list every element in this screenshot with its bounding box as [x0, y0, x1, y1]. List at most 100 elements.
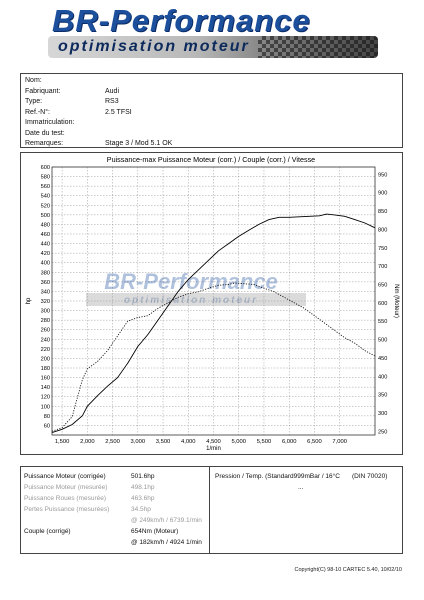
x-tick-label: 2,500: [105, 439, 120, 445]
y2-tick-label: 700: [378, 264, 387, 270]
y-tick-label: 560: [41, 184, 50, 190]
y-tick-label: 320: [41, 299, 50, 305]
y-tick-label: 340: [41, 289, 50, 295]
row-label: Remarques:: [25, 140, 64, 147]
power-curve: [51, 213, 376, 434]
chart-title: Puissance-max Puissance Moteur (corr.) /…: [107, 155, 315, 164]
y-tick-label: 240: [41, 337, 50, 343]
y-tick-label: 460: [41, 232, 50, 238]
x-axis-label: 1/min: [206, 446, 221, 452]
y-tick-label: 220: [41, 347, 50, 353]
logo-strip: [48, 36, 378, 58]
y-tick-label: 280: [41, 318, 50, 324]
x-tick-label: 4,500: [206, 439, 221, 445]
y2-tick-label: 900: [378, 191, 387, 197]
y-tick-label: 160: [41, 376, 50, 382]
y2-tick-label: 350: [378, 393, 387, 399]
watermark: BR-Performance optimisation moteur: [86, 269, 306, 306]
y2-tick-label: 750: [378, 246, 387, 252]
row-value: RS3: [105, 98, 119, 105]
y-tick-label: 360: [41, 280, 50, 286]
x-tick-label: 5,500: [257, 439, 272, 445]
y2-tick-label: 800: [378, 227, 387, 233]
results-divider: [209, 467, 210, 553]
row-label: Ref.-N°:: [25, 108, 50, 116]
power-measured-label: Puissance Moteur (mesurée): [24, 484, 108, 491]
row-value: Stage 3 / Mod 5.1 OK: [105, 140, 173, 147]
y-tick-label: 580: [41, 175, 50, 181]
pressure-label: Pression / Temp. (Standard999mBar / 16°C: [215, 473, 340, 480]
row-value: 2.5 TFSI: [105, 108, 132, 116]
power-measured-value: 498.1hp: [131, 484, 155, 491]
x-tick-label: 5,000: [231, 439, 246, 445]
tick-labels: 1,500 2,000 2,500 3,000 3,500 4,000 4,500 5,000…: [41, 165, 388, 445]
torque-label: Couple (corrigé): [24, 528, 71, 535]
torque-at-rpm: @ 182km/h / 4924 1/min: [131, 539, 202, 546]
y-tick-label: 260: [41, 328, 50, 334]
row-label: Type:: [25, 98, 43, 105]
x-tick-label: 7,000: [332, 439, 347, 445]
torque-value: 654Nm (Moteur): [131, 528, 179, 535]
y-tick-label: 600: [41, 165, 50, 171]
y-tick-label: 100: [41, 404, 50, 410]
x-tick-label: 6,500: [307, 439, 322, 445]
y-tick-label: 420: [41, 251, 50, 257]
loss-value: 34.5hp: [131, 506, 151, 513]
row-label: Nom:: [25, 77, 42, 84]
y2-tick-label: 550: [378, 319, 387, 325]
x-tick-label: 2,000: [80, 439, 95, 445]
y2-tick-label: 600: [378, 301, 387, 307]
y2-tick-label: 400: [378, 374, 387, 380]
y2-tick-label: 450: [378, 356, 387, 362]
loss-label: Pertes Puissance (mesurées): [24, 506, 110, 513]
x-tick-label: 3,500: [156, 439, 171, 445]
y-tick-label: 440: [41, 242, 50, 248]
row-label: Fabriquant:: [25, 87, 61, 95]
x-tick-label: 1,500: [55, 439, 70, 445]
y2-tick-label: 300: [378, 411, 387, 417]
grid: [52, 166, 375, 435]
results-panel: Puissance Moteur (corrigée) 501.6hp Puis…: [20, 466, 403, 554]
watermark-brand: BR-Performance: [104, 269, 278, 294]
power-corrected-label: Puissance Moteur (corrigée): [24, 473, 106, 480]
y-tick-label: 300: [41, 309, 50, 315]
y-tick-label: 200: [41, 356, 50, 362]
y2-tick-label: 850: [378, 209, 387, 215]
wheel-power-label: Puissance Roues (mesurée): [24, 495, 107, 502]
wheel-power-value: 463.6hp: [131, 495, 155, 502]
y-tick-label: 400: [41, 261, 50, 267]
logo-brand-text: BR-Performance: [52, 3, 311, 38]
copyright: Copyright(C) 98-10 CARTEC 5.40, 10/02/10: [294, 567, 402, 573]
y2-tick-label: 650: [378, 282, 387, 288]
series: [51, 213, 376, 434]
y2-tick-label: 250: [378, 429, 387, 435]
vehicle-info-panel: Nom: Fabriquant: Audi Type: RS3 Ref.-N°: 2.…: [20, 73, 403, 148]
y-tick-label: 380: [41, 270, 50, 276]
brand-logo: BR-Performance optimisation moteur: [0, 0, 424, 66]
dyno-chart-panel: Puissance-max Puissance Moteur (corr.) /…: [20, 152, 403, 455]
watermark-tagline: optimisation moteur: [124, 295, 258, 306]
y-axis-label: hp: [26, 297, 32, 304]
torque-curve: [51, 282, 376, 432]
y-tick-label: 520: [41, 203, 50, 209]
pressure-dash: ...: [298, 484, 304, 491]
row-value: Audi: [105, 87, 120, 95]
checkered-flag: [258, 36, 378, 58]
power-at-rpm: @ 249km/h / 6739.1/min: [131, 517, 202, 524]
x-tick-label: 3,000: [131, 439, 146, 445]
x-tick-label: 6,000: [282, 439, 297, 445]
plot-frame: [51, 166, 376, 436]
y-tick-label: 500: [41, 213, 50, 219]
y-tick-label: 120: [41, 395, 50, 401]
logo-tagline: optimisation moteur: [58, 38, 250, 55]
y-tick-label: 180: [41, 366, 50, 372]
y-tick-label: 60: [44, 423, 50, 429]
y2-tick-label: 950: [378, 172, 387, 178]
y-tick-label: 80: [44, 414, 50, 420]
dyno-chart: Puissance-max Puissance Moteur (corr.) /…: [26, 155, 399, 452]
y-tick-label: 480: [41, 222, 50, 228]
x-tick-label: 4,000: [181, 439, 196, 445]
row-label: Immatriculation:: [25, 119, 75, 126]
y-tick-label: 140: [41, 385, 50, 391]
y2-tick-label: 500: [378, 338, 387, 344]
